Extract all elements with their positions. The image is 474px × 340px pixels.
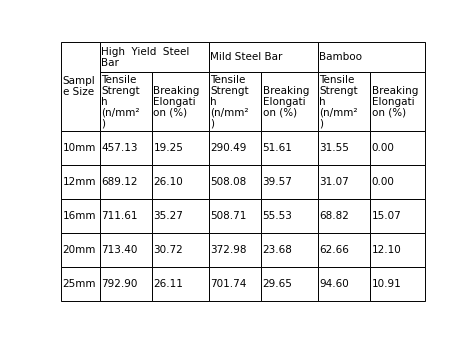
Text: 51.61: 51.61	[263, 143, 292, 153]
Text: 39.57: 39.57	[263, 177, 292, 187]
Text: 15.07: 15.07	[372, 211, 401, 221]
Text: High  Yield  Steel
Bar: High Yield Steel Bar	[101, 47, 190, 68]
Text: 25mm: 25mm	[63, 279, 96, 289]
Text: Breaking
Elongati
on (%): Breaking Elongati on (%)	[372, 86, 418, 117]
Text: Sampl
e Size: Sampl e Size	[63, 76, 95, 97]
Bar	[100, 42, 209, 72]
Text: 94.60: 94.60	[319, 279, 349, 289]
Bar	[152, 199, 209, 233]
Text: 31.07: 31.07	[319, 177, 349, 187]
Bar	[152, 233, 209, 267]
Text: Bamboo: Bamboo	[319, 52, 363, 62]
Bar	[261, 131, 318, 165]
Text: 35.27: 35.27	[154, 211, 183, 221]
Text: 68.82: 68.82	[319, 211, 349, 221]
Bar	[318, 233, 370, 267]
Bar	[318, 267, 370, 301]
Bar	[318, 42, 425, 72]
Text: 10.91: 10.91	[372, 279, 401, 289]
Text: 26.10: 26.10	[154, 177, 183, 187]
Text: 31.55: 31.55	[319, 143, 349, 153]
Bar	[61, 165, 100, 199]
Text: Breaking
Elongati
on (%): Breaking Elongati on (%)	[263, 86, 309, 117]
Text: 10mm: 10mm	[63, 143, 96, 153]
Bar	[209, 131, 261, 165]
Bar	[61, 131, 100, 165]
Bar	[100, 233, 152, 267]
Text: Mild Steel Bar: Mild Steel Bar	[210, 52, 283, 62]
Text: Tensile
Strengt
h
(n/mm²
): Tensile Strengt h (n/mm² )	[210, 75, 249, 128]
Bar	[209, 165, 261, 199]
Text: 23.68: 23.68	[263, 245, 292, 255]
Bar	[152, 165, 209, 199]
Bar	[209, 267, 261, 301]
Text: 689.12: 689.12	[101, 177, 137, 187]
Text: 12mm: 12mm	[63, 177, 96, 187]
Text: 0.00: 0.00	[372, 177, 394, 187]
Bar	[61, 199, 100, 233]
Bar	[318, 165, 370, 199]
Bar	[100, 267, 152, 301]
Text: 508.71: 508.71	[210, 211, 246, 221]
Text: 55.53: 55.53	[263, 211, 292, 221]
Bar	[100, 131, 152, 165]
Text: 26.11: 26.11	[154, 279, 183, 289]
Text: 290.49: 290.49	[210, 143, 246, 153]
Text: 29.65: 29.65	[263, 279, 292, 289]
Bar	[318, 72, 370, 131]
Text: 508.08: 508.08	[210, 177, 246, 187]
Bar	[100, 165, 152, 199]
Bar	[61, 267, 100, 301]
Bar	[318, 131, 370, 165]
Bar	[370, 267, 425, 301]
Text: 0.00: 0.00	[372, 143, 394, 153]
Bar	[209, 233, 261, 267]
Bar	[152, 131, 209, 165]
Text: 792.90: 792.90	[101, 279, 137, 289]
Bar	[261, 199, 318, 233]
Bar	[370, 199, 425, 233]
Bar	[370, 72, 425, 131]
Text: 711.61: 711.61	[101, 211, 137, 221]
Text: 713.40: 713.40	[101, 245, 137, 255]
Bar	[261, 267, 318, 301]
Bar	[209, 199, 261, 233]
Bar	[370, 165, 425, 199]
Bar	[261, 233, 318, 267]
Bar	[370, 131, 425, 165]
Bar	[209, 72, 261, 131]
Bar	[152, 72, 209, 131]
Bar	[261, 72, 318, 131]
Bar	[61, 42, 100, 131]
Text: 20mm: 20mm	[63, 245, 96, 255]
Text: 19.25: 19.25	[154, 143, 183, 153]
Bar	[61, 233, 100, 267]
Text: 457.13: 457.13	[101, 143, 137, 153]
Bar	[100, 72, 152, 131]
Text: Tensile
Strengt
h
(n/mm²
): Tensile Strengt h (n/mm² )	[319, 75, 358, 128]
Text: 701.74: 701.74	[210, 279, 246, 289]
Bar	[152, 267, 209, 301]
Text: 12.10: 12.10	[372, 245, 401, 255]
Text: Tensile
Strengt
h
(n/mm²
): Tensile Strengt h (n/mm² )	[101, 75, 140, 128]
Text: 30.72: 30.72	[154, 245, 183, 255]
Text: 62.66: 62.66	[319, 245, 349, 255]
Text: Breaking
Elongati
on (%): Breaking Elongati on (%)	[154, 86, 200, 117]
Bar	[370, 233, 425, 267]
Bar	[209, 42, 318, 72]
Bar	[100, 199, 152, 233]
Text: 16mm: 16mm	[63, 211, 96, 221]
Text: 372.98: 372.98	[210, 245, 247, 255]
Bar	[261, 165, 318, 199]
Bar	[318, 199, 370, 233]
